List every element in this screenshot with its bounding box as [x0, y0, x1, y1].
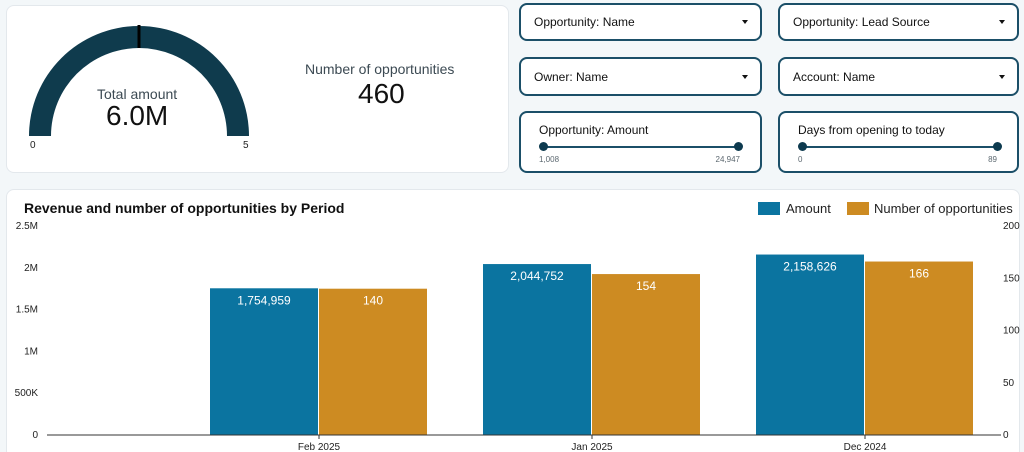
y-right-tick-label: 150	[1003, 273, 1020, 284]
y-left-tick-label: 1M	[24, 346, 38, 357]
owner-name-filter[interactable]: Owner: Name	[519, 57, 762, 96]
days-range-track[interactable]	[802, 146, 997, 148]
bar-amount	[756, 254, 864, 435]
gauge-arc	[29, 26, 249, 136]
gauge-label: Total amount	[97, 86, 178, 102]
legend-label-amount: Amount	[786, 201, 831, 216]
chart-title: Revenue and number of opportunities by P…	[24, 200, 344, 216]
bar-label-amount: 2,158,626	[783, 260, 837, 274]
gauge-chart	[29, 25, 249, 136]
y-right-tick-label: 100	[1003, 326, 1020, 337]
lead-source-filter-label: Opportunity: Lead Source	[793, 15, 930, 29]
legend-swatch-opportunities	[847, 202, 869, 215]
days-range-min-value: 0	[798, 155, 803, 164]
chart-plot-area: 0 500K 1M 1.5M 2M 2.5M 0 50 100 150 200 1,754,959 14…	[15, 221, 1020, 452]
days-range-filter: Days from opening to today 0 89	[778, 111, 1019, 173]
y-left-tick-label: 2M	[24, 263, 38, 274]
bar-amount	[483, 264, 591, 435]
amount-range-label: Opportunity: Amount	[539, 123, 649, 137]
amount-range-max-handle[interactable]	[734, 142, 743, 151]
bar-opportunities	[319, 288, 427, 435]
lead-source-filter[interactable]: Opportunity: Lead Source	[778, 3, 1019, 41]
y-right-tick-label: 0	[1003, 430, 1009, 441]
y-left-tick-label: 500K	[15, 388, 39, 399]
bar-amount	[210, 288, 318, 435]
owner-name-filter-label: Owner: Name	[534, 69, 609, 84]
revenue-chart: Revenue and number of opportunities by P…	[15, 200, 1020, 452]
bar-label-opportunities: 154	[636, 279, 656, 293]
kpi-card: Total amount 6.0M 0 5 Number of opportun…	[6, 5, 509, 173]
amount-range-max-value: 24,947	[715, 155, 740, 164]
chevron-down-icon	[742, 74, 748, 79]
opportunity-name-filter-label: Opportunity: Name	[534, 15, 635, 29]
x-tick-label: Feb 2025	[298, 442, 341, 452]
days-range-label: Days from opening to today	[798, 123, 945, 137]
days-range-max-handle[interactable]	[993, 142, 1002, 151]
gauge-value: 6.0M	[106, 100, 169, 131]
opportunities-value: 460	[358, 78, 405, 109]
bar-opportunities	[865, 261, 973, 435]
amount-range-filter: Opportunity: Amount 1,008 24,947	[519, 111, 762, 173]
y-left-tick-label: 2.5M	[16, 221, 38, 232]
amount-range-min-value: 1,008	[539, 155, 560, 164]
y-left-tick-label: 1.5M	[16, 305, 38, 316]
y-right-tick-label: 200	[1003, 221, 1020, 232]
bar-label-opportunities: 166	[909, 267, 929, 281]
y-right-tick-label: 50	[1003, 378, 1015, 389]
chevron-down-icon	[999, 74, 1005, 79]
opportunities-label: Number of opportunities	[305, 61, 455, 77]
revenue-chart-card: Revenue and number of opportunities by P…	[6, 189, 1020, 452]
x-tick-label: Dec 2024	[844, 442, 887, 452]
opportunity-name-filter[interactable]: Opportunity: Name	[519, 3, 762, 41]
bar-label-amount: 2,044,752	[510, 269, 564, 283]
chevron-down-icon	[742, 20, 748, 24]
bar-label-opportunities: 140	[363, 294, 383, 308]
bar-label-amount: 1,754,959	[237, 293, 291, 307]
chevron-down-icon	[999, 20, 1005, 24]
days-range-max-value: 89	[988, 155, 997, 164]
account-name-filter[interactable]: Account: Name	[778, 57, 1019, 96]
gauge-min-label: 0	[30, 140, 36, 151]
days-range-min-handle[interactable]	[798, 142, 807, 151]
amount-range-min-handle[interactable]	[539, 142, 548, 151]
legend-swatch-amount	[758, 202, 780, 215]
bar-opportunities	[592, 274, 700, 435]
legend-label-opportunities: Number of opportunities	[874, 201, 1013, 216]
gauge-max-label: 5	[243, 140, 249, 151]
amount-range-track[interactable]	[543, 146, 738, 148]
y-left-tick-label: 0	[32, 430, 38, 441]
x-tick-label: Jan 2025	[571, 442, 613, 452]
account-name-filter-label: Account: Name	[793, 69, 876, 84]
